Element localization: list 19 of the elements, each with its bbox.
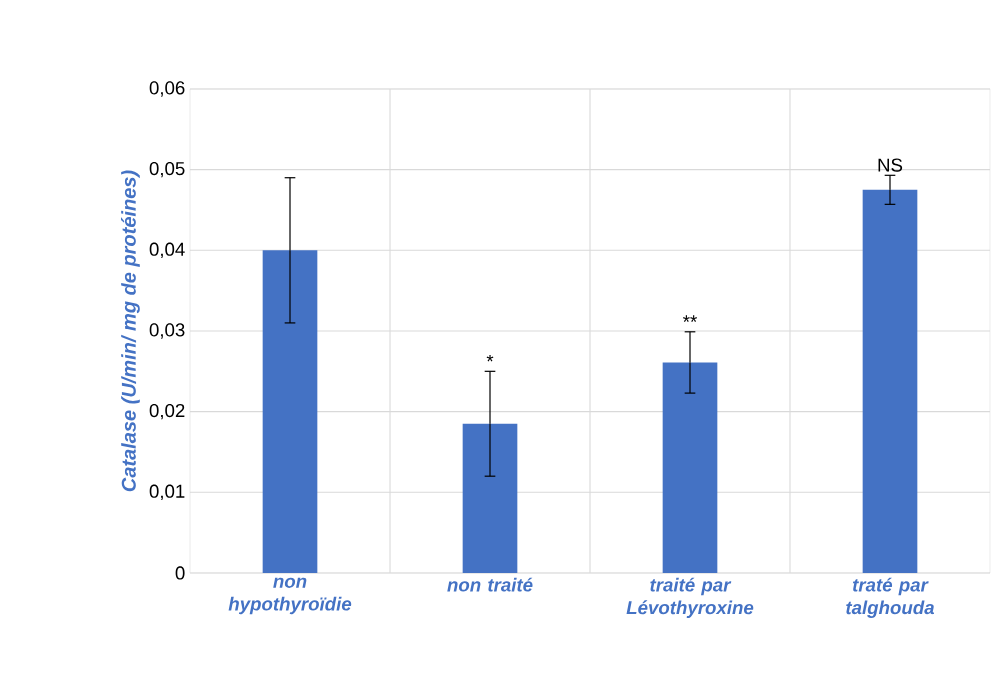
x-tick-label: non traité bbox=[447, 577, 533, 592]
bar bbox=[662, 362, 718, 573]
y-tick-label: 0 bbox=[175, 566, 185, 580]
annotation: ** bbox=[683, 315, 697, 322]
y-tick-label: 0,03 bbox=[149, 323, 185, 339]
annotation: * bbox=[486, 354, 494, 362]
y-tick-label: 0,02 bbox=[149, 403, 185, 420]
x-tick-label: traité par Lévothyroxine bbox=[626, 577, 754, 618]
x-tick-label: traté par talghouda bbox=[846, 577, 935, 618]
annotation: NS bbox=[878, 158, 903, 172]
y-tick-label: 0,04 bbox=[149, 242, 185, 259]
bar bbox=[862, 189, 918, 573]
y-tick-label: 0,05 bbox=[149, 161, 185, 178]
x-tick-label: non hypothyroïdie bbox=[228, 577, 352, 615]
y-tick-label: 0,06 bbox=[149, 81, 185, 97]
bar bbox=[262, 250, 318, 573]
y-axis-title: Catalase (U/min/ mg de protéines) bbox=[121, 170, 140, 492]
bar bbox=[462, 423, 518, 573]
y-tick-label: 0,01 bbox=[149, 484, 185, 501]
